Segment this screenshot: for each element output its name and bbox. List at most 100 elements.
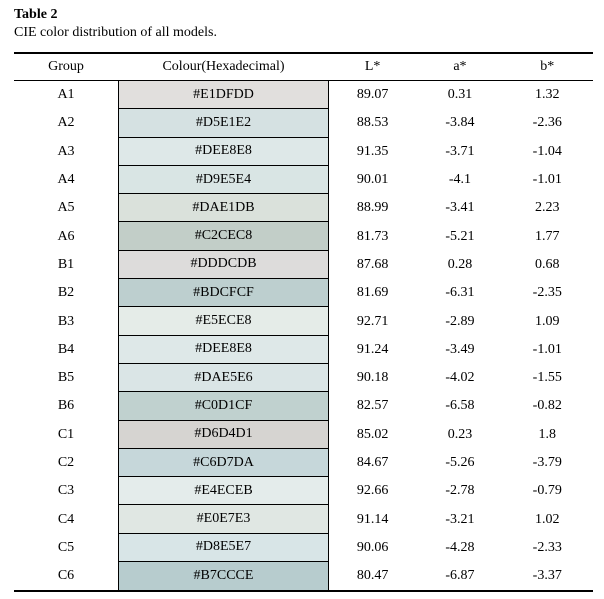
group-cell: B5 bbox=[57, 370, 75, 386]
a-cell: -6.31 bbox=[445, 285, 475, 301]
table-row: C4 #E0E7E3 91.14 -3.21 1.02 bbox=[14, 505, 593, 534]
colour-swatch: #BDCFCF bbox=[118, 279, 329, 308]
colour-swatch: #DAE1DB bbox=[118, 194, 329, 223]
group-cell: C2 bbox=[57, 455, 75, 470]
a-cell: 0.23 bbox=[447, 426, 473, 442]
group-cell: B6 bbox=[57, 398, 75, 414]
b-cell: 1.77 bbox=[534, 228, 560, 244]
table-row: A1 #E1DFDD 89.07 0.31 1.32 bbox=[14, 81, 593, 110]
l-cell: 92.71 bbox=[356, 313, 389, 329]
a-cell: -4.1 bbox=[448, 172, 472, 188]
group-cell: C3 bbox=[57, 483, 75, 499]
l-cell: 91.24 bbox=[356, 341, 389, 357]
a-cell: -6.58 bbox=[445, 398, 475, 414]
b-cell: -2.35 bbox=[532, 285, 562, 301]
header-b-star: b* bbox=[540, 59, 555, 74]
colour-swatch: #D8E5E7 bbox=[118, 533, 329, 563]
group-cell: C6 bbox=[57, 568, 75, 584]
b-cell: -3.37 bbox=[532, 568, 562, 584]
colour-swatch: #D6D4D1 bbox=[118, 420, 329, 449]
l-cell: 88.99 bbox=[356, 200, 389, 216]
b-cell: 1.09 bbox=[534, 313, 560, 329]
b-cell: -2.36 bbox=[532, 115, 562, 131]
l-cell: 92.66 bbox=[356, 483, 389, 499]
group-cell: A3 bbox=[57, 143, 75, 159]
group-cell: A1 bbox=[57, 87, 75, 103]
b-cell: -3.79 bbox=[532, 455, 562, 470]
colour-swatch: #E5ECE8 bbox=[118, 307, 329, 336]
l-cell: 91.35 bbox=[356, 143, 389, 159]
group-cell: C5 bbox=[57, 539, 75, 555]
table-row: A6 #C2CEC8 81.73 -5.21 1.77 bbox=[14, 222, 593, 251]
colour-swatch: #D9E5E4 bbox=[118, 165, 329, 195]
group-cell: B3 bbox=[57, 313, 75, 329]
a-cell: -5.26 bbox=[445, 455, 475, 470]
l-cell: 90.01 bbox=[356, 172, 389, 188]
table-row: B2 #BDCFCF 81.69 -6.31 -2.35 bbox=[14, 279, 593, 308]
colour-swatch: #E1DFDD bbox=[118, 81, 329, 110]
l-cell: 80.47 bbox=[356, 568, 389, 584]
header-colour: Colour(Hexadecimal) bbox=[162, 59, 285, 74]
a-cell: -3.84 bbox=[445, 115, 475, 131]
table-row: C5 #D8E5E7 90.06 -4.28 -2.33 bbox=[14, 533, 593, 563]
group-cell: A5 bbox=[57, 200, 75, 216]
table-row: A2 #D5E1E2 88.53 -3.84 -2.36 bbox=[14, 109, 593, 138]
header-l-star: L* bbox=[364, 59, 381, 74]
colour-swatch: #E4ECEB bbox=[118, 477, 329, 506]
colour-swatch: #DEE8E8 bbox=[118, 335, 329, 364]
table-header-row: Group Colour(Hexadecimal) L* a* b* bbox=[14, 54, 593, 81]
table-row: A4 #D9E5E4 90.01 -4.1 -1.01 bbox=[14, 165, 593, 195]
l-cell: 81.73 bbox=[356, 228, 389, 244]
colour-swatch: #DDDCDB bbox=[118, 250, 329, 280]
table-title: Table 2 bbox=[14, 7, 58, 22]
colour-swatch: #DAE5E6 bbox=[118, 363, 329, 393]
a-cell: -3.41 bbox=[445, 200, 475, 216]
group-cell: C1 bbox=[57, 426, 75, 442]
l-cell: 85.02 bbox=[356, 426, 389, 442]
colour-swatch: #E0E7E3 bbox=[118, 505, 329, 534]
b-cell: -1.55 bbox=[532, 370, 562, 386]
table-row: B1 #DDDCDB 87.68 0.28 0.68 bbox=[14, 250, 593, 280]
group-cell: B2 bbox=[57, 285, 75, 301]
l-cell: 82.57 bbox=[356, 398, 389, 414]
group-cell: A6 bbox=[57, 228, 75, 244]
a-cell: -2.89 bbox=[445, 313, 475, 329]
b-cell: 1.32 bbox=[534, 87, 560, 103]
table-row: A3 #DEE8E8 91.35 -3.71 -1.04 bbox=[14, 137, 593, 166]
table-body: A1 #E1DFDD 89.07 0.31 1.32 A2 #D5E1E2 88… bbox=[14, 81, 593, 591]
table-row: A5 #DAE1DB 88.99 -3.41 2.23 bbox=[14, 194, 593, 223]
b-cell: -0.79 bbox=[532, 483, 562, 499]
l-cell: 81.69 bbox=[356, 285, 389, 301]
group-cell: C4 bbox=[57, 511, 75, 527]
table-row: B3 #E5ECE8 92.71 -2.89 1.09 bbox=[14, 307, 593, 336]
b-cell: -2.33 bbox=[532, 539, 562, 555]
a-cell: -3.71 bbox=[445, 143, 475, 159]
b-cell: -0.82 bbox=[532, 398, 562, 414]
colour-swatch: #C0D1CF bbox=[118, 392, 329, 421]
group-cell: B1 bbox=[57, 256, 75, 272]
a-cell: -2.78 bbox=[445, 483, 475, 499]
b-cell: 1.8 bbox=[538, 426, 556, 442]
a-cell: 0.28 bbox=[447, 256, 473, 272]
colour-swatch: #B7CCCE bbox=[118, 562, 329, 591]
group-cell: A2 bbox=[57, 115, 75, 131]
l-cell: 91.14 bbox=[356, 511, 389, 527]
header-group: Group bbox=[48, 59, 84, 74]
a-cell: -3.49 bbox=[445, 341, 475, 357]
colour-swatch: #C2CEC8 bbox=[118, 222, 329, 251]
group-cell: A4 bbox=[57, 172, 75, 188]
l-cell: 87.68 bbox=[356, 256, 389, 272]
l-cell: 88.53 bbox=[356, 115, 389, 131]
table-row: C2 #C6D7DA 84.67 -5.26 -3.79 bbox=[14, 448, 593, 478]
a-cell: -4.02 bbox=[445, 370, 475, 386]
header-a-star: a* bbox=[453, 59, 467, 74]
table-row: C6 #B7CCCE 80.47 -6.87 -3.37 bbox=[14, 562, 593, 591]
colour-swatch: #DEE8E8 bbox=[118, 137, 329, 166]
a-cell: -4.28 bbox=[445, 539, 475, 555]
colour-swatch: #C6D7DA bbox=[118, 448, 329, 478]
b-cell: 0.68 bbox=[534, 256, 560, 272]
table-row: B5 #DAE5E6 90.18 -4.02 -1.55 bbox=[14, 363, 593, 393]
l-cell: 90.06 bbox=[356, 539, 389, 555]
table-row: B4 #DEE8E8 91.24 -3.49 -1.01 bbox=[14, 335, 593, 364]
